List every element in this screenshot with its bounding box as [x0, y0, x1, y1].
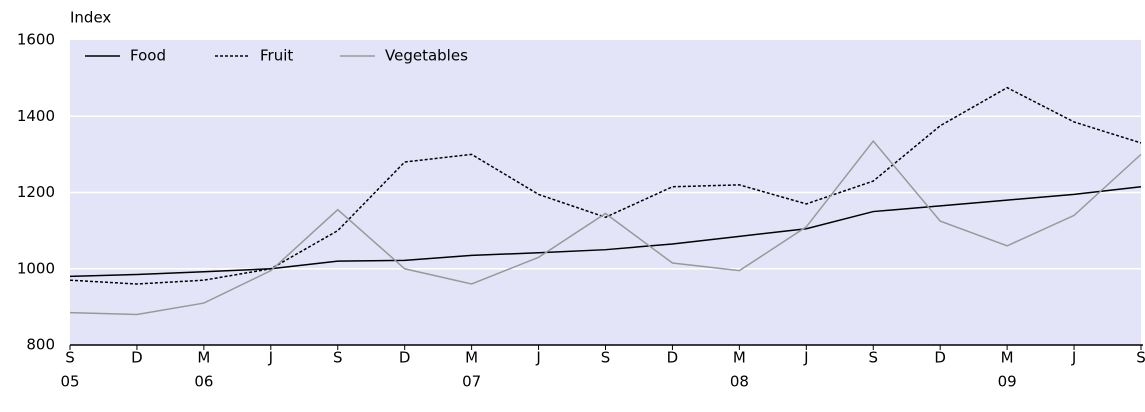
y-axis-label: Index — [70, 9, 111, 27]
x-tick-label: D — [131, 349, 143, 367]
line-series — [69, 186, 1142, 278]
legend-label: Vegetables — [385, 47, 468, 65]
x-year-label: 09 — [998, 373, 1017, 391]
x-tick-label: D — [934, 349, 946, 367]
x-tick-label: M — [1001, 349, 1014, 367]
x-tick-label: J — [803, 349, 808, 367]
x-year-label: 06 — [194, 373, 213, 391]
x-tick-label: S — [868, 349, 878, 367]
x-tick-label: S — [1136, 349, 1145, 367]
x-tick-label: S — [601, 349, 611, 367]
y-tick-label: 1400 — [17, 107, 55, 125]
y-tick-label: 1600 — [17, 31, 55, 49]
x-tick-label: M — [465, 349, 478, 367]
x-tick-label: J — [535, 349, 540, 367]
x-tick-label: S — [65, 349, 75, 367]
x-tick-label: S — [333, 349, 343, 367]
line-series — [69, 139, 1142, 316]
x-year-label: 07 — [462, 373, 481, 391]
x-tick-label: J — [1071, 349, 1076, 367]
y-tick-label: 1000 — [17, 259, 55, 277]
x-tick-label: D — [667, 349, 679, 367]
x-tick-label: M — [197, 349, 210, 367]
x-tick-label: J — [268, 349, 273, 367]
x-tick-label: D — [399, 349, 411, 367]
legend-label: Fruit — [260, 47, 293, 65]
legend-label: Food — [130, 47, 166, 65]
y-tick-label: 1200 — [17, 183, 55, 201]
x-tick-label: M — [733, 349, 746, 367]
x-year-label: 08 — [730, 373, 749, 391]
line-series — [69, 86, 1142, 285]
y-tick-label: 800 — [26, 336, 55, 354]
x-year-label: 05 — [60, 373, 79, 391]
